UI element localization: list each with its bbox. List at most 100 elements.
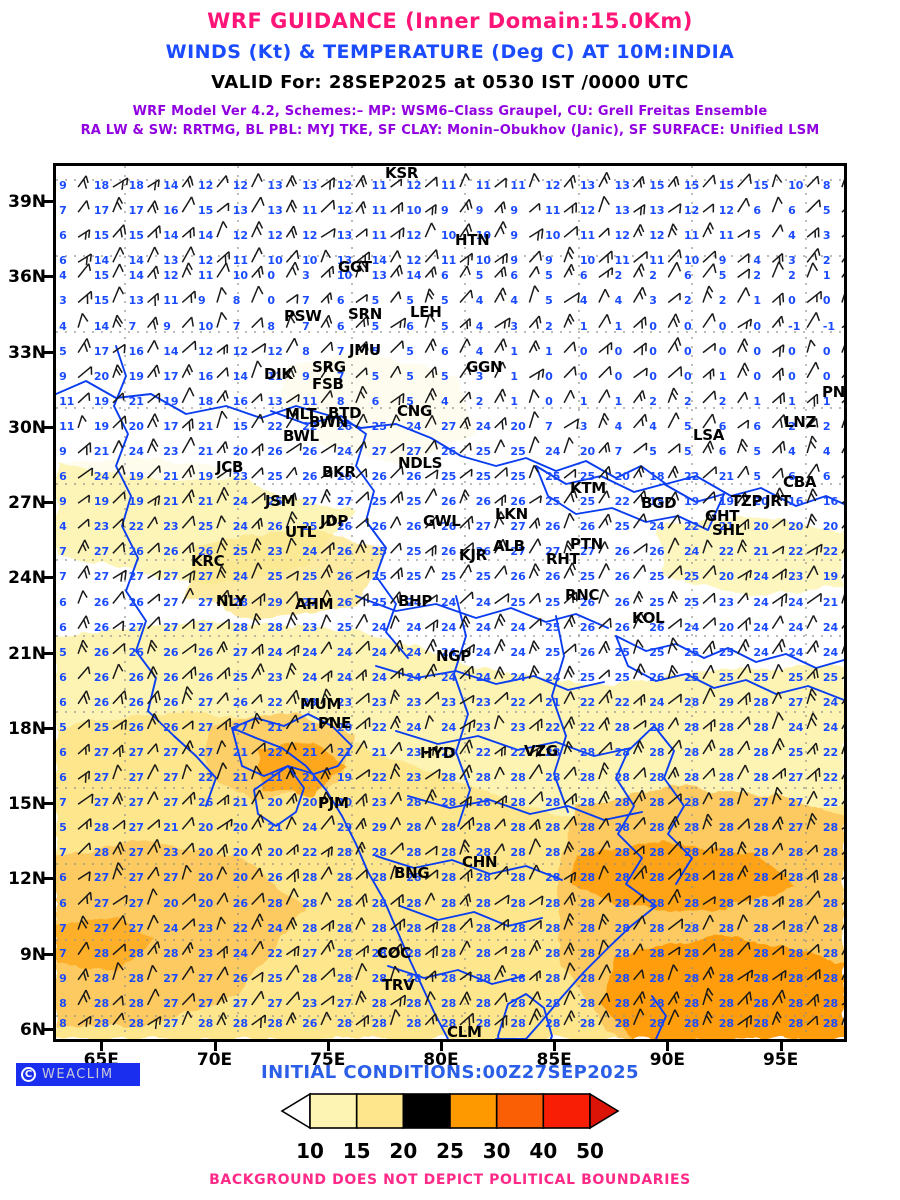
wind-barb (841, 676, 844, 680)
wind-barb (806, 767, 821, 782)
colorbar-swatch (355, 1093, 405, 1129)
wind-barb (632, 564, 647, 579)
latitude-tick-label: 18N (8, 718, 46, 739)
wind-barb (841, 257, 844, 263)
wind-barb (251, 562, 263, 579)
wind-barb (632, 612, 645, 629)
wind-barb (841, 524, 844, 529)
wind-barb (251, 592, 266, 606)
colorbar-swatch (402, 1093, 451, 1129)
wind-barb (563, 365, 577, 379)
wind-barb (528, 818, 541, 831)
station-label-ggt: GGT (338, 258, 372, 276)
wind-barb (494, 818, 506, 830)
wind-barb (737, 616, 751, 631)
wind-barb (528, 285, 540, 303)
wind-barb (251, 789, 264, 805)
model-config-line-1: WRF Model Ver 4.2, Schemes:– MP: WSM6–Cl… (132, 104, 768, 119)
wind-barb (459, 694, 475, 705)
wind-barb (494, 177, 507, 188)
wind-barb (355, 200, 367, 214)
wind-barb (598, 171, 611, 188)
wind-barb (806, 262, 819, 278)
wind-barb (320, 341, 334, 354)
wind-barb (598, 790, 610, 805)
wind-barb (320, 815, 335, 830)
wind-barb (841, 876, 844, 880)
wind-barb (598, 195, 610, 213)
wind-barb (285, 393, 300, 404)
wind-barb (702, 687, 716, 705)
wind-barb (77, 518, 90, 529)
wind-barb (216, 515, 227, 529)
wind-barb (424, 439, 438, 454)
wind-barb (494, 494, 507, 506)
wind-barb (771, 174, 783, 188)
wind-barb (390, 667, 404, 680)
latitude-tick-mark (43, 1027, 53, 1031)
wind-barb (459, 489, 470, 504)
wind-barb (702, 466, 717, 479)
wind-barb (320, 488, 331, 504)
wind-barb (320, 227, 336, 238)
wind-barb (667, 739, 683, 755)
wind-barb (320, 846, 333, 858)
wind-barb (806, 361, 820, 379)
wind-barb (528, 718, 543, 731)
wind-barb (806, 640, 820, 655)
station-label-trv: TRV (382, 976, 415, 994)
wind-barb (285, 249, 300, 263)
latitude-tick-mark (43, 200, 53, 204)
wind-barb (77, 200, 90, 213)
wind-barb (563, 562, 577, 579)
latitude-tick-label: 9N (19, 944, 46, 965)
colorbar-tick: 20 (389, 1139, 418, 1163)
wind-barb (251, 413, 265, 429)
wind-barb (528, 173, 540, 188)
weather-map-plot[interactable]: 9 18 18 14 12 12 13 13 12 11 12 11 11 11 12 13 13 15 15 15 1… (53, 163, 847, 1042)
wind-barb (285, 591, 300, 604)
wind-barb (563, 740, 573, 755)
wind-barb (424, 338, 437, 353)
wind-barb (216, 537, 228, 554)
station-label-nly: NLY (216, 592, 246, 610)
wind-barb (528, 517, 541, 529)
wind-barb (216, 202, 230, 213)
wind-barb (528, 618, 542, 630)
wind-barb (667, 717, 680, 730)
wind-barb (112, 464, 126, 479)
wind-barb (389, 817, 401, 830)
station-label-psw: PSW (284, 307, 322, 325)
wind-barb (563, 341, 577, 354)
wind-barb (320, 589, 332, 604)
wind-barb (667, 366, 683, 379)
wind-barb (806, 844, 818, 855)
wind-barb (181, 316, 194, 329)
wind-barb (77, 590, 88, 604)
wind-barb (737, 764, 750, 780)
wind-barb (77, 312, 89, 328)
wind-barb (355, 593, 369, 607)
wind-barb (77, 338, 91, 354)
longitude-tick-mark (439, 1042, 443, 1051)
wind-barb (771, 691, 783, 705)
wind-barb (459, 318, 472, 329)
wind-barb (181, 246, 196, 263)
wind-barb (77, 818, 92, 830)
station-label-pjm: PJM (318, 794, 349, 812)
wind-barb (737, 592, 749, 604)
wind-barb (633, 865, 648, 880)
station-label-jsm: JSM (265, 492, 296, 510)
wind-barb (806, 247, 821, 263)
wind-barb (147, 225, 162, 239)
temperature-shading-layer (56, 329, 844, 1039)
wind-barb (77, 415, 87, 429)
latitude-tick-label: 30N (8, 417, 46, 438)
wind-barb (459, 265, 471, 278)
wind-barb (424, 715, 435, 730)
wind-barb (389, 615, 400, 629)
wind-barb (146, 246, 159, 263)
wind-barb (841, 594, 844, 604)
wind-barb (251, 814, 265, 830)
wind-barb (771, 842, 784, 855)
